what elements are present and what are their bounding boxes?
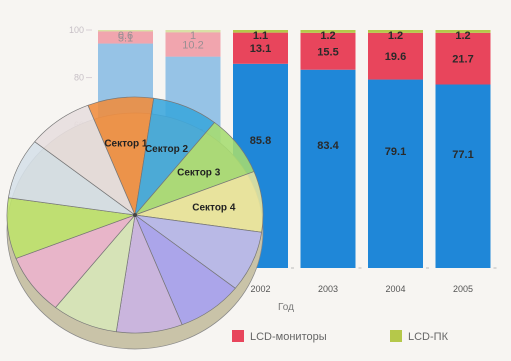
x-tick-label: 2003 bbox=[318, 284, 338, 294]
data-label: 77.1 bbox=[452, 149, 473, 161]
bar-segment bbox=[165, 30, 221, 33]
bar-segment bbox=[300, 69, 356, 268]
data-label: 13.1 bbox=[250, 43, 271, 55]
bar-segment bbox=[435, 30, 491, 33]
bar-segment bbox=[368, 79, 423, 268]
bar-segment bbox=[165, 32, 221, 57]
data-label: 85.8 bbox=[250, 135, 271, 147]
x-axis-title: Год bbox=[278, 302, 294, 313]
legend-label: LCD-ПК bbox=[408, 331, 449, 343]
bar-segment bbox=[233, 30, 288, 33]
bar-segment bbox=[233, 32, 288, 64]
bar-segment bbox=[368, 30, 423, 33]
bar-segment bbox=[98, 30, 153, 32]
x-tick-label: 2004 bbox=[385, 284, 405, 294]
bar-segment bbox=[435, 32, 491, 85]
pie-slice-label: Сектор 2 bbox=[145, 144, 189, 155]
bar-segment bbox=[435, 84, 491, 268]
data-label: 5.1 bbox=[118, 32, 133, 44]
data-label: 1.2 bbox=[455, 30, 470, 42]
x-tick-label: 2005 bbox=[453, 284, 473, 294]
y-tick-label: 100 bbox=[69, 25, 84, 35]
bar-segment bbox=[300, 32, 356, 70]
legend: LCD-мониторы LCD-ПК bbox=[232, 330, 449, 343]
bar-segment bbox=[368, 32, 423, 80]
x-tick-label: 2002 bbox=[250, 284, 270, 294]
legend-label: LCD-мониторы bbox=[250, 331, 327, 343]
data-label: 10.2 bbox=[182, 40, 203, 52]
data-label: 19.6 bbox=[385, 51, 406, 63]
data-label: 15.5 bbox=[317, 46, 338, 58]
pie-slice-label: Сектор 1 bbox=[104, 138, 148, 149]
pie-slice-label: Сектор 4 bbox=[192, 203, 236, 214]
legend-swatch bbox=[390, 330, 402, 342]
data-label: 21.7 bbox=[452, 54, 473, 66]
legend-swatch bbox=[232, 330, 244, 342]
data-label: 0.6 bbox=[118, 30, 133, 42]
data-label: 1.2 bbox=[388, 30, 403, 42]
bar-segment bbox=[300, 30, 356, 33]
data-label: 83.4 bbox=[317, 140, 339, 152]
data-label: 1.1 bbox=[253, 30, 268, 42]
y-tick-label: 80 bbox=[74, 73, 84, 83]
data-label: 1.2 bbox=[320, 30, 335, 42]
pie-center bbox=[133, 213, 137, 217]
data-label: 79.1 bbox=[385, 146, 406, 158]
pie-slice-label: Сектор 3 bbox=[177, 167, 221, 178]
pie-slice bbox=[34, 104, 136, 217]
data-label: 1 bbox=[190, 30, 196, 42]
bar-segment bbox=[98, 31, 153, 44]
